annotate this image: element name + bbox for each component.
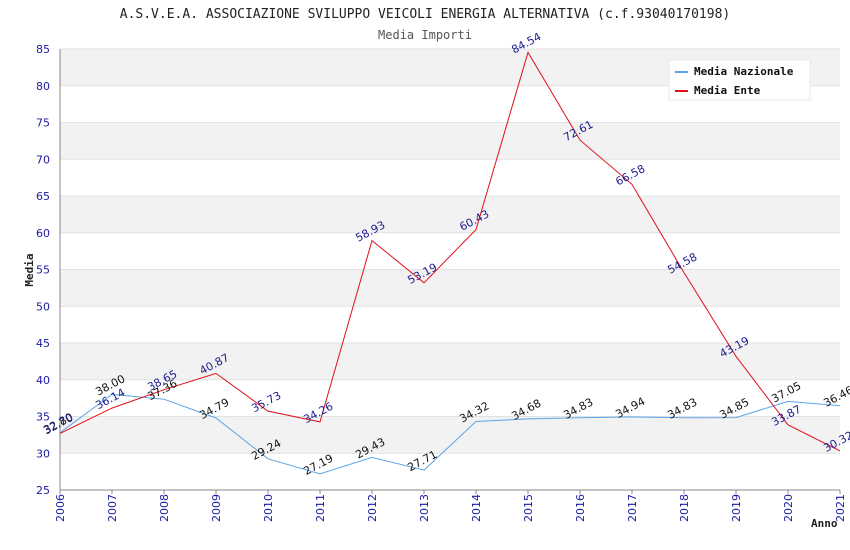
y-tick-label: 40 <box>36 374 50 387</box>
chart-subtitle: Media Importi <box>378 28 472 42</box>
series-line-media-nazionale <box>59 393 841 475</box>
x-tick-label: 2006 <box>54 494 67 522</box>
x-tick-label: 2009 <box>210 494 223 522</box>
y-tick-label: 65 <box>36 190 50 203</box>
background-band <box>60 196 840 233</box>
x-tick-label: 2021 <box>834 494 847 522</box>
chart-title: A.S.V.E.A. ASSOCIAZIONE SVILUPPO VEICOLI… <box>120 7 730 22</box>
y-axis-label: Media <box>23 253 36 286</box>
y-tick-label: 80 <box>36 80 50 93</box>
background-band <box>60 232 840 270</box>
y-tick-label: 30 <box>36 447 50 460</box>
plot-background-bands <box>60 48 840 491</box>
legend: Media Nazionale Media Ente <box>668 59 811 101</box>
y-tick-label: 35 <box>36 411 50 424</box>
series-line-media-ente <box>59 51 841 452</box>
background-band <box>60 416 840 454</box>
x-tick-label: 2015 <box>522 494 535 522</box>
y-tick-label: 55 <box>36 264 50 277</box>
series-lines <box>59 51 841 475</box>
x-tick-label: 2008 <box>158 494 171 522</box>
x-tick-label: 2013 <box>418 494 431 522</box>
x-axis-label: Anno <box>811 517 838 530</box>
y-axis-ticks: 25 30 35 40 45 50 55 60 65 70 75 80 85 <box>36 43 50 497</box>
background-band <box>60 269 840 307</box>
x-tick-label: 2017 <box>626 494 639 522</box>
y-tick-label: 75 <box>36 117 50 130</box>
x-tick-label: 2019 <box>730 494 743 522</box>
legend-label-media-ente: Media Ente <box>694 84 761 97</box>
legend-box <box>668 59 811 101</box>
x-tick-label: 2007 <box>106 494 119 522</box>
background-band <box>60 306 840 343</box>
background-band <box>60 379 840 417</box>
x-tick-label: 2014 <box>470 494 483 522</box>
y-tick-label: 45 <box>36 337 50 350</box>
x-tick-label: 2016 <box>574 494 587 522</box>
x-tick-label: 2012 <box>366 494 379 522</box>
y-tick-label: 60 <box>36 227 50 240</box>
x-tick-label: 2010 <box>262 494 275 522</box>
y-tick-label: 25 <box>36 484 50 497</box>
legend-label-media-nazionale: Media Nazionale <box>694 65 794 78</box>
background-band <box>60 122 840 160</box>
background-band <box>60 453 840 490</box>
y-tick-label: 50 <box>36 300 50 313</box>
background-band <box>60 159 840 196</box>
x-tick-label: 2018 <box>678 494 691 522</box>
background-band <box>60 343 840 380</box>
x-tick-label: 2020 <box>782 494 795 522</box>
x-tick-label: 2011 <box>314 494 327 522</box>
y-tick-label: 85 <box>36 43 50 56</box>
y-tick-label: 70 <box>36 153 50 166</box>
x-axis-ticks: 2006 2007 2008 2009 2010 2011 2012 2013 2014 2015… <box>54 490 847 522</box>
